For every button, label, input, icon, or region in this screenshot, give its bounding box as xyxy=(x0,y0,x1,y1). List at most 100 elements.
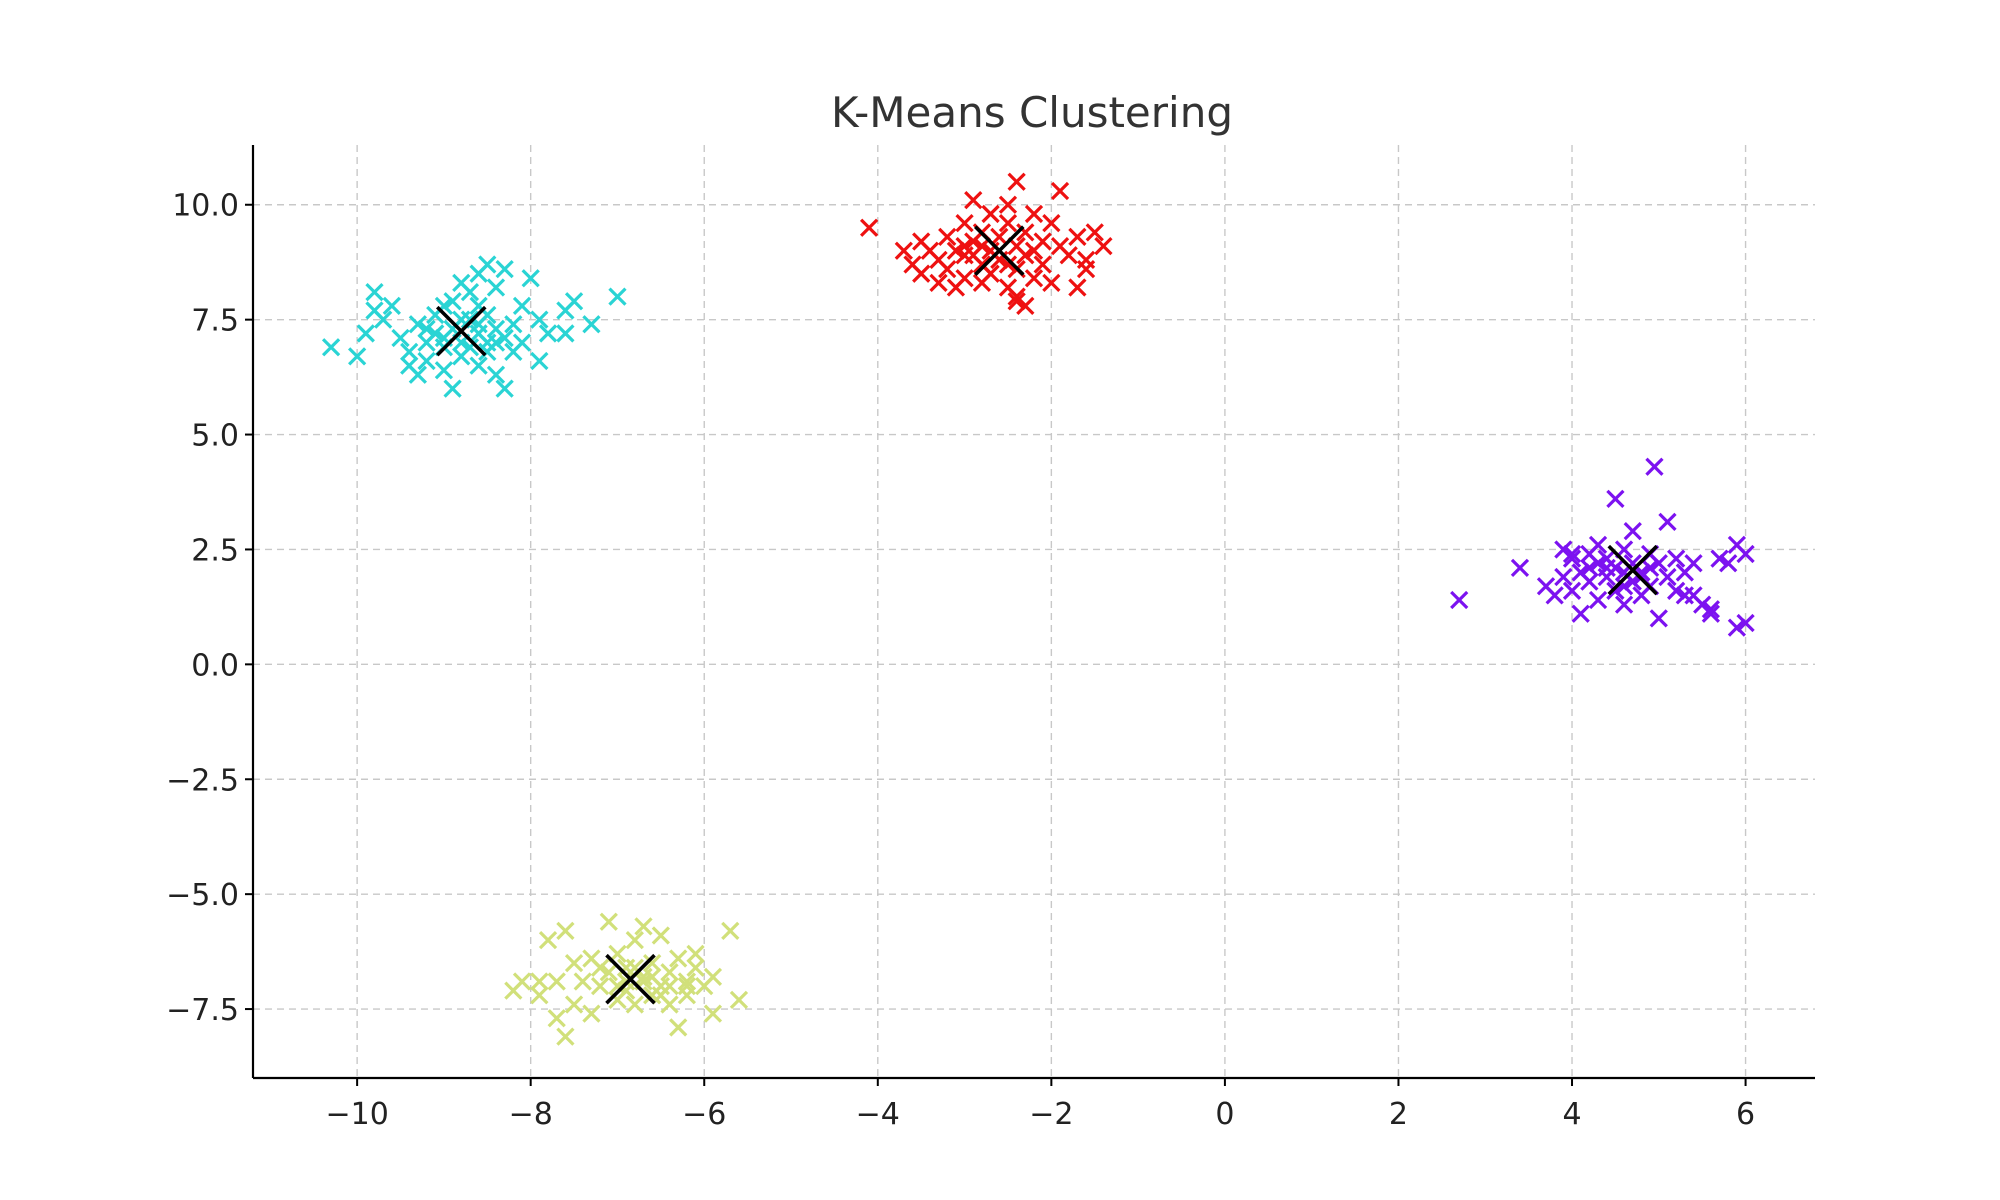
data-point xyxy=(564,953,584,973)
data-point xyxy=(703,967,723,987)
data-point xyxy=(1042,273,1061,293)
data-point xyxy=(625,930,644,950)
data-point xyxy=(504,315,523,334)
data-point xyxy=(894,241,913,260)
data-point xyxy=(1042,214,1061,233)
data-point xyxy=(556,921,575,941)
data-point xyxy=(590,976,610,996)
data-point xyxy=(512,333,532,352)
axes xyxy=(245,145,1815,1086)
data-point xyxy=(1068,227,1087,247)
data-point xyxy=(1059,246,1078,265)
data-point xyxy=(1007,287,1026,306)
data-point xyxy=(1024,204,1044,224)
data-point xyxy=(1736,613,1755,633)
data-point xyxy=(512,296,532,315)
data-point xyxy=(1554,567,1573,587)
data-point xyxy=(599,912,618,931)
data-point xyxy=(538,324,558,343)
y-tick-label: 10.0 xyxy=(172,189,239,224)
data-point xyxy=(1545,586,1564,605)
data-point xyxy=(677,972,697,991)
data-point xyxy=(998,195,1018,214)
y-tick-label: −5.0 xyxy=(166,878,239,913)
data-point xyxy=(564,292,584,311)
data-point xyxy=(643,953,662,973)
data-point xyxy=(686,944,705,964)
series-4 xyxy=(504,912,749,1046)
data-point xyxy=(938,259,957,279)
data-point xyxy=(590,958,610,977)
data-point xyxy=(1684,586,1703,605)
data-point xyxy=(1701,604,1721,623)
data-point xyxy=(1024,269,1044,288)
data-point xyxy=(1580,558,1599,577)
data-point xyxy=(521,269,540,288)
data-point xyxy=(1510,558,1530,577)
data-point xyxy=(1016,246,1035,265)
grid-lines xyxy=(253,145,1815,1078)
data-point xyxy=(660,963,679,982)
data-point xyxy=(495,379,514,398)
data-point xyxy=(417,319,436,338)
data-point xyxy=(547,972,566,991)
data-point xyxy=(1588,554,1608,573)
data-point xyxy=(1588,535,1608,554)
data-point xyxy=(625,958,644,977)
y-tick-label: −7.5 xyxy=(166,993,239,1028)
data-point xyxy=(486,365,506,384)
data-point xyxy=(955,236,974,256)
data-point xyxy=(417,351,436,371)
data-point xyxy=(1649,609,1668,628)
data-point xyxy=(1597,558,1616,577)
data-point xyxy=(721,921,740,941)
data-point xyxy=(1450,590,1469,610)
centroid-marker xyxy=(605,953,656,1005)
data-point xyxy=(547,1009,566,1028)
x-tick-label: 4 xyxy=(1562,1097,1581,1132)
x-tick-label: −4 xyxy=(856,1097,900,1132)
data-point xyxy=(582,315,601,334)
data-point xyxy=(1076,250,1096,270)
data-point xyxy=(669,1018,688,1037)
x-tick-label: 0 xyxy=(1215,1097,1234,1132)
data-point xyxy=(426,324,445,343)
data-point xyxy=(859,218,879,237)
x-tick-label: −2 xyxy=(1029,1097,1073,1132)
series-3 xyxy=(1450,457,1755,637)
data-point xyxy=(964,191,983,210)
data-point xyxy=(530,310,549,329)
data-point xyxy=(1571,604,1590,623)
data-point xyxy=(556,1027,575,1046)
data-point xyxy=(408,315,428,334)
data-point xyxy=(669,949,688,968)
data-point xyxy=(981,204,1000,224)
data-point xyxy=(677,976,697,996)
data-point xyxy=(400,342,419,361)
data-point xyxy=(582,1004,601,1023)
data-point xyxy=(1719,554,1738,573)
data-point xyxy=(1562,544,1582,564)
data-point xyxy=(660,976,679,996)
data-point xyxy=(391,328,410,348)
y-tick-label: 7.5 xyxy=(191,304,239,339)
y-tick-label: 5.0 xyxy=(191,419,239,454)
data-point xyxy=(1050,181,1070,201)
data-point xyxy=(998,255,1018,274)
y-tick-label: −2.5 xyxy=(166,763,239,798)
data-point xyxy=(460,338,480,357)
data-point xyxy=(321,338,341,357)
data-point xyxy=(486,333,506,352)
data-point xyxy=(955,269,974,288)
data-point xyxy=(1684,554,1703,573)
data-point xyxy=(998,214,1018,233)
data-point xyxy=(469,356,488,375)
data-point xyxy=(556,324,575,343)
centroid-marker xyxy=(435,305,487,357)
data-point xyxy=(1085,223,1104,242)
data-point xyxy=(1614,595,1634,614)
x-tick-label: −8 xyxy=(509,1097,553,1132)
data-point xyxy=(1068,278,1087,297)
